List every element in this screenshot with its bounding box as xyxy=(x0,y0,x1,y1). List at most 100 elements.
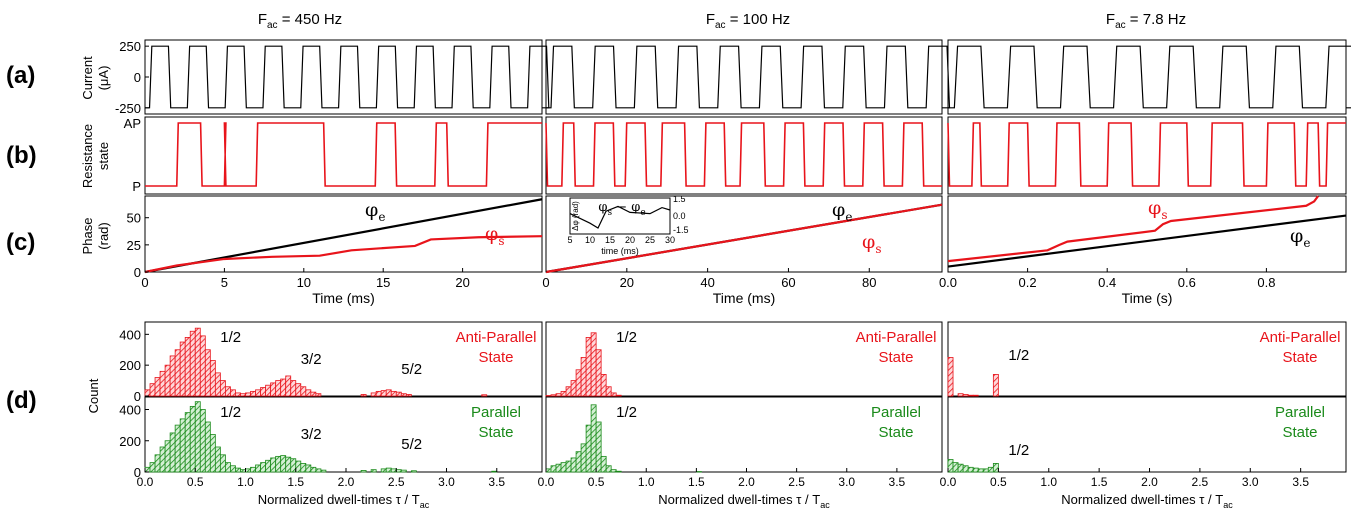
histogram-bar xyxy=(600,455,607,473)
ylabel-current-unit: (μA) xyxy=(96,66,111,91)
xtick-label: 3.5 xyxy=(889,475,906,489)
ylabel-resistance: Resistance xyxy=(80,124,95,188)
inset: 5 10 15 20 25 30 time (ms) 1.5 0.0 -1.5 Δφ (rad) φs… xyxy=(567,194,688,256)
histogram-bar xyxy=(605,465,612,473)
column-titles: Fac = 450 Hz Fac = 100 Hz Fac = 7.8 Hz xyxy=(258,11,1186,31)
histogram-bar xyxy=(149,383,156,397)
histogram-bar xyxy=(545,468,552,473)
histogram-bar xyxy=(280,378,287,397)
histogram-bar xyxy=(255,464,261,473)
ytick-label: 0 xyxy=(134,70,141,85)
xtick-label: 2.0 xyxy=(738,475,755,489)
xtick-label: 2.0 xyxy=(1141,475,1158,489)
xtick-label: 0.0 xyxy=(939,275,957,290)
xtick-label: 2.5 xyxy=(388,475,405,489)
xtick-label: 1.0 xyxy=(1040,475,1057,489)
xtick-label: 80 xyxy=(862,275,876,290)
histogram-bar xyxy=(280,455,287,473)
xtick-label: 0 xyxy=(141,275,148,290)
histogram-bar xyxy=(400,393,407,397)
histogram-bar xyxy=(199,409,206,473)
histogram-bar xyxy=(174,349,181,397)
histogram-bar xyxy=(275,455,282,473)
column-title-2: Fac = 100 Hz xyxy=(706,11,790,31)
histogram-bar xyxy=(305,389,312,397)
xtick-label: 1.5 xyxy=(1091,475,1108,489)
row-label-c: (c) xyxy=(6,229,35,256)
panel-c-frame xyxy=(144,195,543,273)
xtick-label: 20 xyxy=(620,275,634,290)
histogram-bar xyxy=(410,470,417,473)
phi-e-label: φe xyxy=(832,199,852,224)
row-label-a: (a) xyxy=(6,62,35,89)
xtick-label: 0.6 xyxy=(1178,275,1196,290)
histogram-bar xyxy=(209,434,216,473)
state-label-line1: Anti-Parallel xyxy=(456,329,537,346)
histogram-bar xyxy=(320,469,327,473)
panel-d-frame xyxy=(947,396,1347,473)
histogram-bar xyxy=(300,386,307,397)
state-label-line1: Parallel xyxy=(1275,404,1325,421)
histogram-bar xyxy=(390,390,397,397)
panel-d-col-1-p: Parallel State 1/2 3/2 5/2 0 200 400 0.0 0.5 1.0 1.… xyxy=(119,396,543,510)
phi-s-label: φs xyxy=(862,231,881,256)
histogram-bar xyxy=(570,380,577,397)
state-label-line2: State xyxy=(878,424,913,441)
histogram-bar xyxy=(550,465,557,473)
histogram-bar xyxy=(235,392,241,397)
peak-label: 5/2 xyxy=(401,436,422,453)
histogram-bar xyxy=(194,401,201,473)
histogram-bar xyxy=(214,446,221,473)
histogram-bar xyxy=(555,463,562,473)
phi-e-label: φe xyxy=(1290,225,1310,250)
state-label-line1: Anti-Parallel xyxy=(1260,329,1341,346)
histogram-bar xyxy=(270,457,277,473)
phi-s-label: φs xyxy=(485,223,504,248)
histogram-bar xyxy=(957,393,964,397)
xtick-label: 0.0 xyxy=(137,475,154,489)
state-label-line2: State xyxy=(1282,349,1317,366)
xtick-label: 0.5 xyxy=(990,475,1007,489)
panel-d-col-3-ap: Anti-Parallel State 1/2 xyxy=(947,321,1347,397)
ytick-label: -250 xyxy=(115,101,141,116)
current-trace xyxy=(546,45,951,109)
state-label-line1: Anti-Parallel xyxy=(856,329,937,346)
xlabel: Time (ms) xyxy=(713,290,775,306)
inset-ytick-label: 0.0 xyxy=(673,211,686,221)
histogram-bar xyxy=(610,469,617,473)
histogram-bar xyxy=(481,394,488,397)
histogram-bar xyxy=(380,468,387,473)
panel-c-col-3: 0.0 0.2 0.4 0.6 0.8 Time (s) φe φs xyxy=(939,195,1347,306)
panel-a-frame xyxy=(947,39,1347,115)
ylabel-resistance-unit: state xyxy=(96,142,111,170)
histogram-bar xyxy=(575,369,582,397)
histogram-bar xyxy=(590,332,597,397)
histogram-bar xyxy=(615,394,622,397)
histogram-bar xyxy=(615,470,622,473)
histogram-bar xyxy=(204,349,211,397)
inset-xtick-label: 30 xyxy=(665,235,675,245)
panel-b-col-3 xyxy=(947,116,1347,195)
panel-a-col-1: 250 0 -250 xyxy=(115,39,550,116)
inset-xtick-label: 15 xyxy=(605,235,615,245)
ytick-label: 0 xyxy=(134,465,141,480)
xlabel: Normalized dwell-times τ / Tac xyxy=(658,492,830,510)
resistance-trace xyxy=(947,122,1346,187)
histogram-bar xyxy=(380,390,387,397)
histogram-bar xyxy=(360,394,367,397)
peak-label: 1/2 xyxy=(220,329,241,346)
histogram-bar xyxy=(260,387,267,397)
panel-d-frame xyxy=(545,321,943,397)
ytick-label: 200 xyxy=(119,434,141,449)
ylabel-current: Current xyxy=(80,56,95,100)
histogram-bar xyxy=(560,390,567,397)
panel-b-frame xyxy=(144,116,543,195)
histogram-bar xyxy=(209,360,216,397)
peak-label: 1/2 xyxy=(616,404,637,421)
histogram-bar xyxy=(245,468,251,473)
panel-d-col-2-ap: Anti-Parallel State 1/2 xyxy=(545,321,943,397)
histogram-bar xyxy=(164,440,171,473)
phi-s-label: φs xyxy=(1148,197,1167,222)
xtick-label: 3.0 xyxy=(1242,475,1259,489)
